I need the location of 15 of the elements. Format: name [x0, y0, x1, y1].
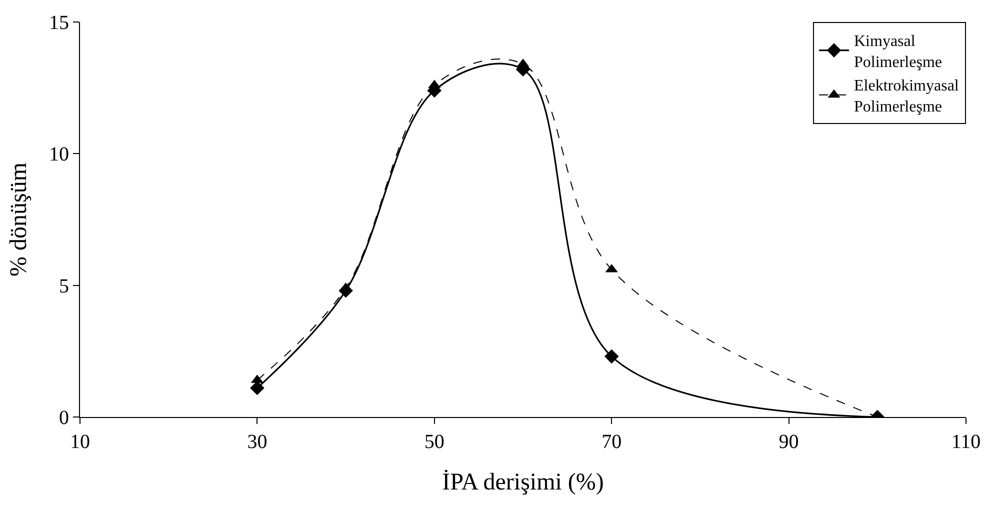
- point: [604, 349, 619, 364]
- y-tick-label: 10: [49, 144, 69, 166]
- y-tick-label: 5: [59, 275, 69, 298]
- x-tick-label: 30: [247, 431, 268, 453]
- y-tick-label: 15: [49, 12, 69, 34]
- legend-label: Elektrokimyasal Polimerleşme: [854, 78, 960, 116]
- x-tick-label: 110: [951, 431, 981, 453]
- x-tick-label: 70: [602, 431, 622, 453]
- y-axis-title: % dönüşüm: [6, 162, 32, 276]
- y-tick-label: 0: [59, 407, 69, 429]
- point: [250, 380, 264, 396]
- legend-label: Kimyasal Polimerleşme: [854, 33, 942, 71]
- x-tick-label: 50: [424, 431, 444, 453]
- x-axis-title: İPA derişimi (%): [442, 469, 604, 496]
- x-tick-label: 90: [778, 431, 799, 453]
